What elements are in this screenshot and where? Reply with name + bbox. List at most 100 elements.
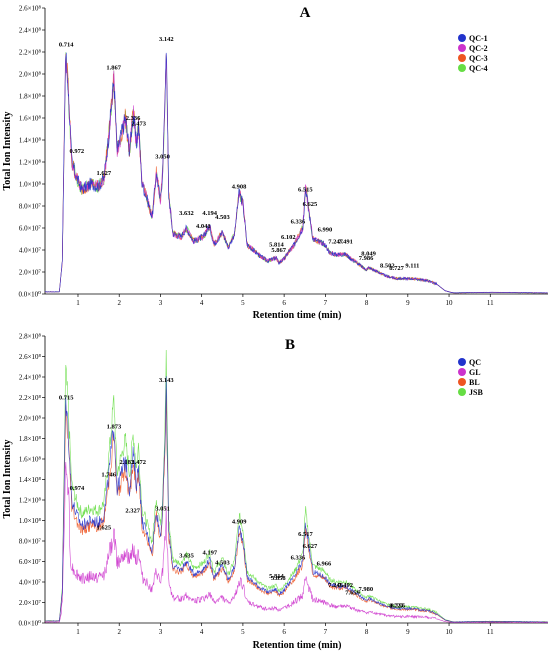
y-tick-label: 2.6×10⁸ (19, 5, 42, 13)
peak-label: 7.246 (328, 582, 343, 589)
panel-a-x-axis-label: Retention time (min) (253, 310, 342, 321)
peak-label: 6.627 (303, 543, 318, 550)
peak-label: 7.492 (338, 582, 353, 589)
y-tick-label: 0.0×10⁰ (18, 620, 41, 628)
x-tick-label: 9 (406, 299, 410, 307)
y-tick-label: 2.0×10⁷ (19, 269, 42, 277)
x-tick-label: 10 (446, 628, 454, 636)
peak-label: 5.867 (271, 247, 286, 254)
peak-label: 1.867 (106, 65, 121, 72)
peak-label: 6.102 (281, 234, 296, 241)
peak-label: 2.473 (131, 121, 146, 128)
x-tick-label: 2 (117, 628, 121, 636)
peak-label: 4.908 (232, 183, 247, 190)
peak-label: 2.472 (131, 459, 146, 466)
panel-b-x-ticks: 1 2 3 4 5 6 7 8 9 10 11 (76, 623, 494, 636)
trace-qc-2 (44, 53, 548, 294)
x-tick-label: 7 (324, 299, 328, 307)
y-tick-label: 2.4×10⁸ (19, 374, 42, 382)
peak-label: 3.050 (155, 154, 170, 161)
y-tick-label: 4.0×10⁷ (19, 247, 42, 255)
panel-b: B 0.0×10⁰ 2.0×10⁷ 4.0×10⁷ 6.0×10⁷ 8.0×10⁷ 1.0… (2, 333, 548, 651)
panel-a-legend: QC-1QC-2QC-3QC-4 (458, 34, 488, 73)
x-tick-label: 10 (446, 299, 454, 307)
peak-label: 3.142 (159, 36, 174, 43)
peak-label: 6.966 (317, 561, 332, 568)
trace-qc (44, 376, 548, 623)
legend-swatch (458, 388, 466, 396)
y-tick-label: 6.0×10⁷ (19, 225, 42, 233)
peak-label: 7.980 (358, 586, 373, 593)
legend-swatch (458, 54, 466, 62)
legend-entry: GL (469, 368, 481, 377)
y-tick-label: 2.6×10⁸ (19, 353, 42, 361)
peak-label: 9.111 (405, 263, 419, 270)
y-tick-label: 1.8×10⁸ (19, 93, 42, 101)
y-tick-label: 0.0×10⁰ (18, 291, 41, 299)
y-tick-label: 2.8×10⁸ (19, 333, 42, 341)
peak-label: 5.858 (271, 575, 286, 582)
x-tick-label: 3 (159, 628, 163, 636)
panel-a-x-ticks: 1 2 3 4 5 6 7 8 9 10 11 (76, 294, 494, 307)
peak-label: 0.714 (59, 42, 74, 49)
peak-label: 6.336 (291, 554, 306, 561)
x-tick-label: 4 (200, 628, 204, 636)
y-tick-label: 1.0×10⁸ (19, 517, 42, 525)
peak-label: 6.517 (298, 531, 313, 538)
peak-label: 3.635 (179, 552, 194, 559)
peak-label: 2.183 (119, 459, 134, 466)
peak-label: 8.502 (380, 263, 395, 270)
peak-label: 3.632 (179, 210, 194, 217)
trace-qc-1 (45, 52, 548, 294)
y-tick-label: 1.0×10⁸ (19, 181, 42, 189)
legend-entry: BL (469, 378, 480, 387)
x-tick-label: 11 (487, 628, 494, 636)
y-tick-label: 2.2×10⁸ (19, 394, 42, 402)
peak-label: 6.515 (298, 187, 313, 194)
y-tick-label: 2.4×10⁸ (19, 27, 42, 35)
trace-qc-4 (44, 52, 548, 294)
y-tick-label: 6.0×10⁷ (19, 558, 42, 566)
x-tick-label: 1 (76, 628, 80, 636)
y-tick-label: 1.4×10⁸ (19, 476, 42, 484)
x-tick-label: 6 (282, 628, 286, 636)
peak-label: 4.503 (215, 560, 230, 567)
panel-b-traces (44, 349, 548, 624)
peak-label: 4.503 (215, 214, 230, 221)
y-tick-label: 4.0×10⁷ (19, 579, 42, 587)
legend-swatch (458, 34, 466, 42)
peak-label: 5.814 (269, 573, 284, 580)
panel-a: A 0.0×10⁰ 2.0×10⁷ 4.0×10⁷ 6.0×10⁷ 8.0×10⁷ 1.0… (2, 5, 548, 321)
x-tick-label: 11 (487, 299, 494, 307)
peak-label: 4.041 (196, 223, 211, 230)
legend-swatch (458, 44, 466, 52)
peak-label: 4.197 (202, 549, 217, 556)
x-tick-label: 3 (159, 299, 163, 307)
peak-label: 7.247 (328, 238, 343, 245)
peak-label: 4.194 (202, 210, 217, 217)
peak-label: 2.336 (126, 115, 141, 122)
peak-label: 8.756 (390, 603, 405, 610)
trace-gl (45, 461, 548, 624)
legend-entry: QC-2 (469, 44, 488, 53)
x-tick-label: 1 (76, 299, 80, 307)
x-tick-label: 5 (241, 299, 245, 307)
y-tick-label: 1.2×10⁸ (19, 159, 42, 167)
x-tick-label: 9 (406, 628, 410, 636)
legend-swatch (458, 64, 466, 72)
peak-label: 3.051 (155, 505, 170, 512)
y-tick-label: 2.2×10⁸ (19, 49, 42, 57)
legend-entry: QC-4 (469, 64, 488, 73)
y-tick-label: 8.0×10⁷ (19, 203, 42, 211)
y-tick-label: 2.0×10⁸ (19, 415, 42, 423)
legend-swatch (458, 378, 466, 386)
peak-label: 8.049 (361, 251, 376, 258)
y-tick-label: 1.6×10⁸ (19, 115, 42, 123)
peak-label: 0.972 (70, 148, 85, 155)
peak-label: 0.974 (70, 485, 85, 492)
peak-label: 1.625 (96, 525, 111, 532)
x-tick-label: 8 (365, 628, 369, 636)
